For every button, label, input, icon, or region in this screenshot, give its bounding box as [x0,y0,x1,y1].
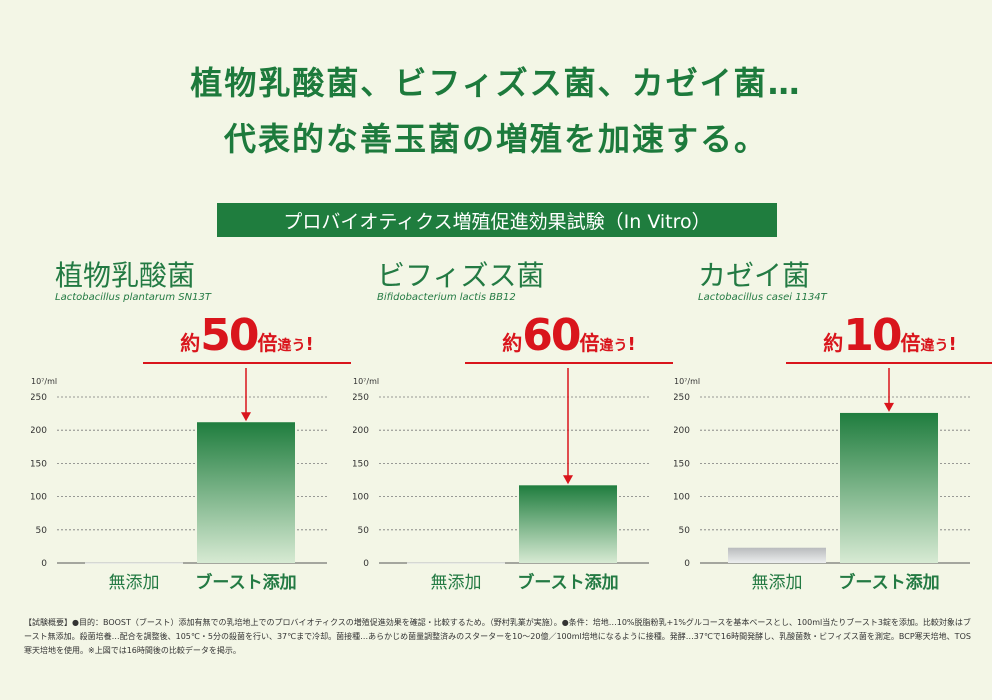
footnote: 【試験概要】●目的：BOOST（ブースト）添加有無での乳培地上でのプロバイオティ… [24,618,971,655]
y-axis-unit: 10⁷/ml [31,377,57,386]
arrow-head-icon [884,402,894,412]
bar-chart: 10⁷/ml 0 50 100 150 200 250 [31,368,327,569]
y-tick-label: 100 [353,493,369,503]
arrow-head-icon [563,475,573,485]
bar-chart: 10⁷/ml 0 50 100 150 200 250 [674,368,970,569]
y-tick-label: 0 [684,559,690,569]
bacteria-name: 植物乳酸菌 [55,259,196,292]
callout-underline [465,362,673,364]
bar-boost-added [840,412,938,563]
ratio-callout: 約10倍違う! [786,310,992,367]
callout-prefix: 約 [180,331,201,355]
bar-no-additive [407,562,505,564]
bacteria-scientific-name: Lactobacillus casei 1134T [698,292,827,303]
headline-line-2: 代表的な善玉菌の増殖を加速する。 [223,120,768,158]
bar-boost-added [519,485,617,563]
y-tick-label: 100 [31,493,47,503]
y-axis-unit: 10⁷/ml [674,377,700,386]
x-label-boost-added: ブースト添加 [195,573,297,593]
callout-underline [143,362,351,364]
callout-prefix: 約 [823,331,844,355]
y-tick-label: 0 [41,559,47,569]
y-tick-label: 150 [353,459,369,469]
arrow-head-icon [241,412,251,422]
headline-line-1: 植物乳酸菌、ビフィズス菌、カゼイ菌… [190,64,802,102]
y-tick-label: 50 [679,526,691,536]
chart-panel-casei: カゼイ菌 Lactobacillus casei 1134T 約10倍違う! 1… [674,250,992,593]
y-tick-label: 250 [353,393,369,403]
bacteria-name: ビフィズス菌 [377,259,545,292]
x-label-no-additive: 無添加 [430,573,482,593]
y-tick-label: 200 [353,426,369,436]
test-title-banner: プロバイオティクス増殖促進効果試験（In Vitro） [217,203,777,237]
bacteria-scientific-name: Lactobacillus plantarum SN13T [55,292,211,303]
y-tick-label: 200 [674,426,690,436]
callout-suffix-times: 倍 [900,331,921,355]
test-title: プロバイオティクス増殖促進効果試験（In Vitro） [283,210,711,233]
y-tick-label: 50 [358,526,370,536]
bar-boost-added [197,422,295,563]
ratio-callout: 約50倍違う! [143,310,351,367]
callout-exclamation: ! [948,334,957,355]
chart-panel-bifidobacterium: ビフィズス菌 Bifidobacterium lactis BB12 約60倍違… [353,250,673,593]
y-tick-label: 200 [31,426,47,436]
bacteria-scientific-name: Bifidobacterium lactis BB12 [377,292,516,303]
callout-number: 50 [200,310,259,361]
callout-prefix: 約 [502,331,523,355]
y-axis-unit: 10⁷/ml [353,377,379,386]
callout-exclamation: ! [627,334,636,355]
y-tick-label: 150 [674,459,690,469]
y-tick-label: 0 [363,559,369,569]
callout-exclamation: ! [305,334,314,355]
chart-panel-plantarum: 植物乳酸菌 Lactobacillus plantarum SN13T 約50倍… [31,250,351,593]
y-tick-label: 250 [31,393,47,403]
x-label-no-additive: 無添加 [751,573,803,593]
callout-suffix-differ: 違う [920,338,949,354]
x-label-boost-added: ブースト添加 [517,573,619,593]
callout-number: 10 [843,310,902,361]
y-tick-label: 150 [31,459,47,469]
y-tick-label: 100 [674,493,690,503]
bar-chart: 10⁷/ml 0 50 100 150 200 250 [353,368,649,569]
callout-suffix-differ: 違う [277,338,306,354]
y-tick-label: 250 [674,393,690,403]
ratio-callout: 約60倍違う! [465,310,673,367]
bar-no-additive [728,547,826,563]
bacteria-name: カゼイ菌 [698,259,811,292]
bar-no-additive [85,562,183,564]
callout-suffix-differ: 違う [599,338,628,354]
x-label-no-additive: 無添加 [108,573,160,593]
callout-suffix-times: 倍 [257,331,278,355]
y-tick-label: 50 [36,526,48,536]
x-label-boost-added: ブースト添加 [838,573,940,593]
callout-number: 60 [522,310,581,361]
callout-suffix-times: 倍 [579,331,600,355]
callout-underline [786,362,992,364]
